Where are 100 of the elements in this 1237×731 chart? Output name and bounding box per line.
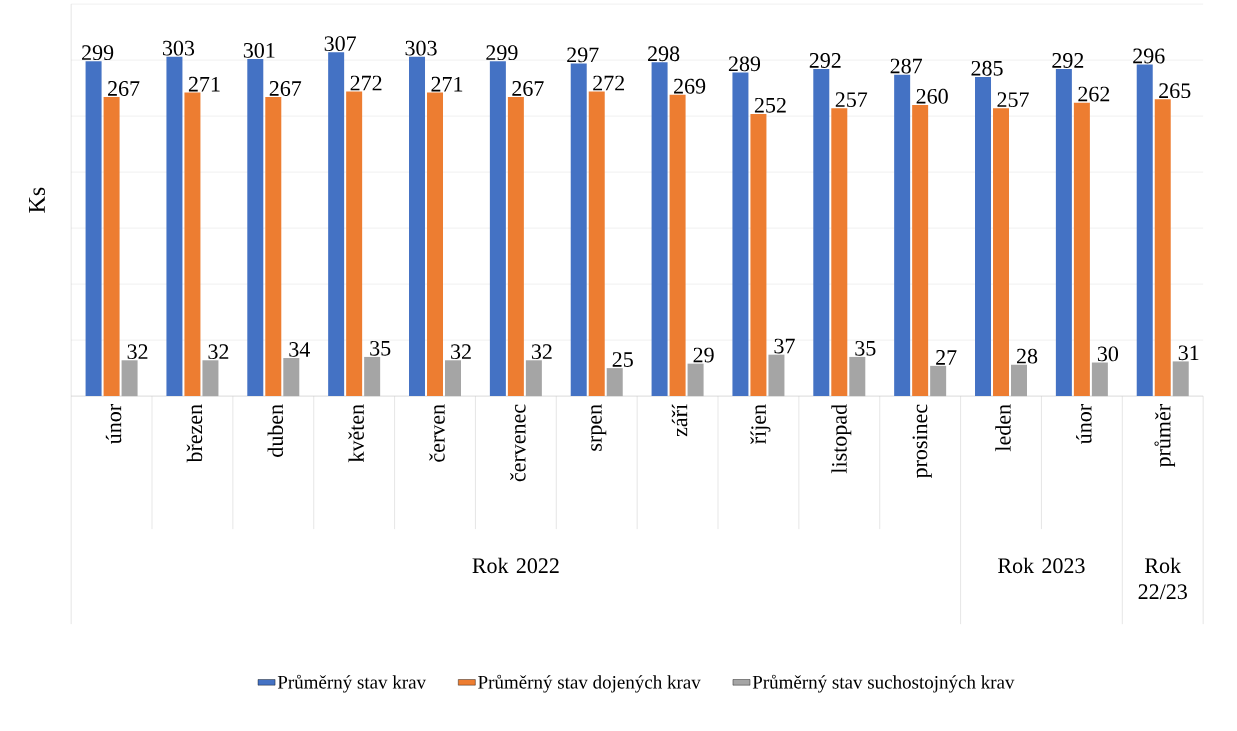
bar xyxy=(570,63,587,397)
text: Rok 2022 xyxy=(472,557,559,574)
x-tick-label: červen xyxy=(429,404,445,462)
x-tick-label: září xyxy=(671,404,688,437)
bar xyxy=(121,360,138,397)
x-tick-label: listopad xyxy=(831,404,852,474)
bar xyxy=(1091,362,1108,397)
bar xyxy=(507,97,524,397)
data-label: 269 xyxy=(674,78,706,94)
data-label: 32 xyxy=(531,344,552,360)
bar xyxy=(930,365,947,397)
bar xyxy=(606,368,623,397)
data-label: 299 xyxy=(486,45,518,61)
data-label: 299 xyxy=(82,45,114,61)
data-label: 262 xyxy=(1078,86,1110,102)
x-tick-label: srpen xyxy=(591,404,607,451)
data-label: 31 xyxy=(1178,345,1199,361)
bar xyxy=(445,360,462,397)
bar xyxy=(912,104,929,397)
text: Rok 22/23 xyxy=(1138,557,1187,600)
data-label: 307 xyxy=(324,36,357,52)
data-label: 272 xyxy=(350,75,382,91)
bar xyxy=(328,52,345,397)
data-label: 260 xyxy=(916,88,948,104)
data-label: 32 xyxy=(127,344,148,360)
bar xyxy=(1055,69,1072,397)
data-label: 289 xyxy=(728,56,761,72)
data-label: 32 xyxy=(208,344,229,360)
data-label: 35 xyxy=(855,340,876,356)
data-label: 271 xyxy=(431,76,463,92)
data-label: 303 xyxy=(405,40,437,56)
bar xyxy=(283,358,300,397)
data-label: 271 xyxy=(188,76,220,92)
bar xyxy=(265,97,282,397)
x-tick-label: říjen xyxy=(750,404,771,445)
data-label: 267 xyxy=(108,81,140,96)
data-label: 252 xyxy=(754,97,786,113)
data-label: 30 xyxy=(1097,346,1119,362)
data-label: 285 xyxy=(971,60,1003,76)
x-tick-label: leden xyxy=(995,404,1011,452)
bar xyxy=(732,72,749,397)
bar xyxy=(768,354,785,397)
data-label: 28 xyxy=(1016,348,1038,364)
x-tick-label: květen xyxy=(348,404,364,463)
bar xyxy=(1172,361,1189,397)
data-label: 27 xyxy=(936,350,957,365)
data-label: 257 xyxy=(997,92,1029,108)
bar xyxy=(166,56,183,397)
data-label: 292 xyxy=(809,53,841,68)
bar xyxy=(831,108,848,397)
bar xyxy=(894,74,911,397)
data-label: 303 xyxy=(162,40,195,56)
legend-label: Průměrný stav dojených krav xyxy=(478,674,701,693)
bar xyxy=(202,360,219,397)
data-label: 287 xyxy=(890,58,923,74)
bar xyxy=(1011,364,1028,397)
data-label: 257 xyxy=(835,92,868,108)
bar xyxy=(346,91,363,397)
bar xyxy=(651,62,668,397)
bar xyxy=(1073,102,1090,397)
bar xyxy=(1154,99,1171,397)
data-label: 32 xyxy=(451,344,471,360)
data-label: 272 xyxy=(593,75,625,91)
x-tick-label: únor xyxy=(1076,404,1092,444)
text: Rok 2023 xyxy=(998,557,1085,574)
bar xyxy=(669,94,686,397)
x-tick-label: průměr xyxy=(1154,404,1176,468)
bar xyxy=(85,61,102,397)
y-axis-title: Ks xyxy=(29,187,45,213)
data-label: 34 xyxy=(289,342,310,357)
data-label: 298 xyxy=(648,46,680,62)
data-label: 301 xyxy=(243,42,275,58)
bar xyxy=(364,356,381,397)
data-label: 29 xyxy=(693,347,714,363)
x-tick-label: únor xyxy=(105,404,122,444)
bar xyxy=(103,97,120,397)
bar xyxy=(975,76,992,397)
bar xyxy=(813,69,830,397)
data-label: 292 xyxy=(1052,53,1084,68)
legend-label: Průměrný stav krav xyxy=(277,674,427,693)
bar xyxy=(427,92,444,397)
bar xyxy=(1136,64,1153,397)
bar xyxy=(247,59,264,397)
x-tick-label: duben xyxy=(267,404,284,457)
data-label: 296 xyxy=(1133,48,1165,64)
bar xyxy=(588,91,605,397)
bar xyxy=(750,113,767,397)
data-label: 267 xyxy=(512,81,544,96)
bar xyxy=(687,363,704,397)
bar xyxy=(993,108,1010,397)
legend-label: Průměrný stav suchostojných krav xyxy=(752,674,1015,693)
bar xyxy=(525,360,542,397)
bar xyxy=(849,356,866,397)
x-tick-label: červenec xyxy=(510,404,526,482)
data-label: 25 xyxy=(612,352,633,367)
x-tick-label: prosinec xyxy=(912,404,932,479)
data-label: 265 xyxy=(1159,83,1191,99)
data-label: 35 xyxy=(370,340,391,356)
bar xyxy=(409,56,426,397)
data-label: 267 xyxy=(269,81,302,96)
